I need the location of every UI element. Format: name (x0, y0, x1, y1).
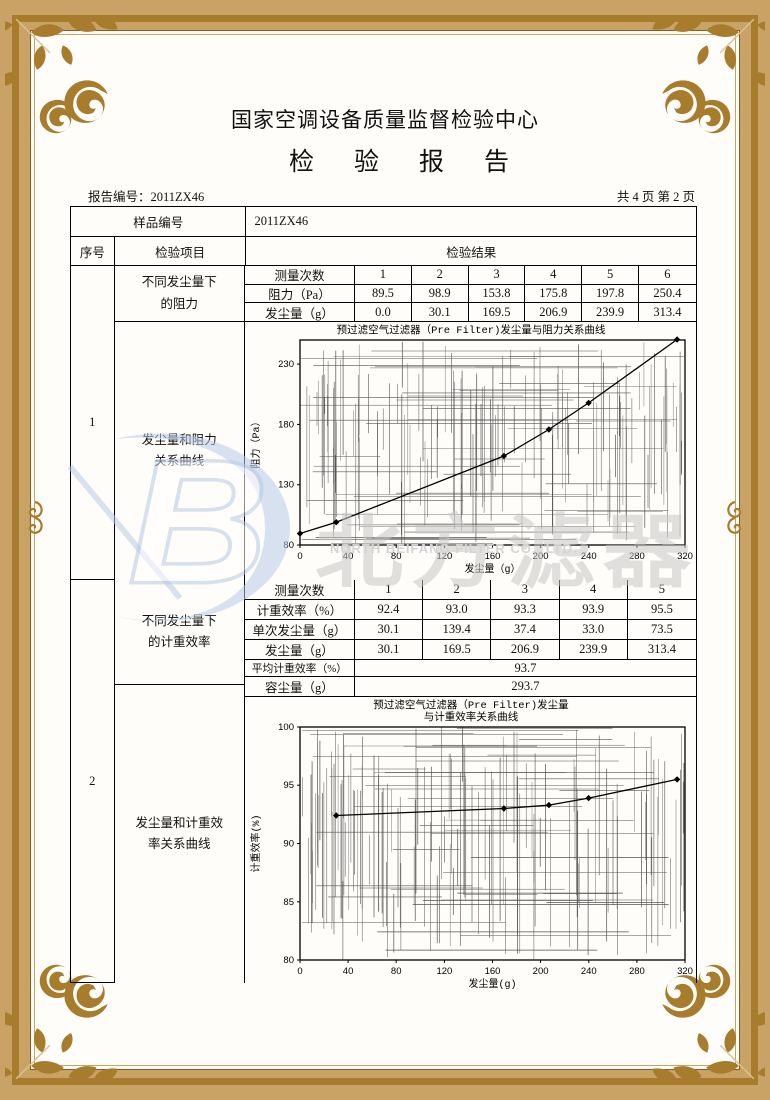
svg-text:280: 280 (629, 966, 645, 977)
svg-text:120: 120 (436, 966, 452, 977)
svg-text:阻力（Pa）: 阻力（Pa） (249, 417, 263, 469)
svg-text:与计重效率关系曲线: 与计重效率关系曲线 (424, 710, 519, 724)
svg-text:130: 130 (278, 480, 294, 491)
svg-text:85: 85 (283, 897, 294, 908)
svg-text:80: 80 (283, 540, 294, 551)
svg-text:160: 160 (485, 966, 501, 977)
svg-text:90: 90 (283, 839, 294, 850)
svg-text:280: 280 (629, 551, 645, 562)
svg-text:240: 240 (581, 966, 597, 977)
svg-text:320: 320 (677, 966, 693, 977)
svg-text:0: 0 (297, 551, 302, 562)
svg-text:80: 80 (283, 955, 294, 966)
svg-text:100: 100 (278, 722, 294, 733)
svg-text:40: 40 (343, 966, 354, 977)
svg-text:发尘量（g）: 发尘量（g） (464, 562, 520, 576)
svg-text:200: 200 (533, 966, 549, 977)
svg-text:发尘量(g): 发尘量(g) (468, 977, 516, 991)
svg-text:80: 80 (391, 966, 402, 977)
svg-text:320: 320 (677, 551, 693, 562)
svg-text:240: 240 (581, 551, 597, 562)
svg-text:95: 95 (283, 780, 294, 791)
svg-text:0: 0 (297, 966, 302, 977)
svg-text:180: 180 (278, 419, 294, 430)
svg-text:230: 230 (278, 359, 294, 370)
svg-text:预过滤空气过滤器（Pre Filter)发尘量: 预过滤空气过滤器（Pre Filter)发尘量 (373, 698, 569, 712)
svg-text:预过滤空气过滤器（Pre Filter)发尘量与阻力关系曲线: 预过滤空气过滤器（Pre Filter)发尘量与阻力关系曲线 (337, 323, 606, 337)
svg-text:计重效率(%): 计重效率(%) (249, 814, 263, 872)
